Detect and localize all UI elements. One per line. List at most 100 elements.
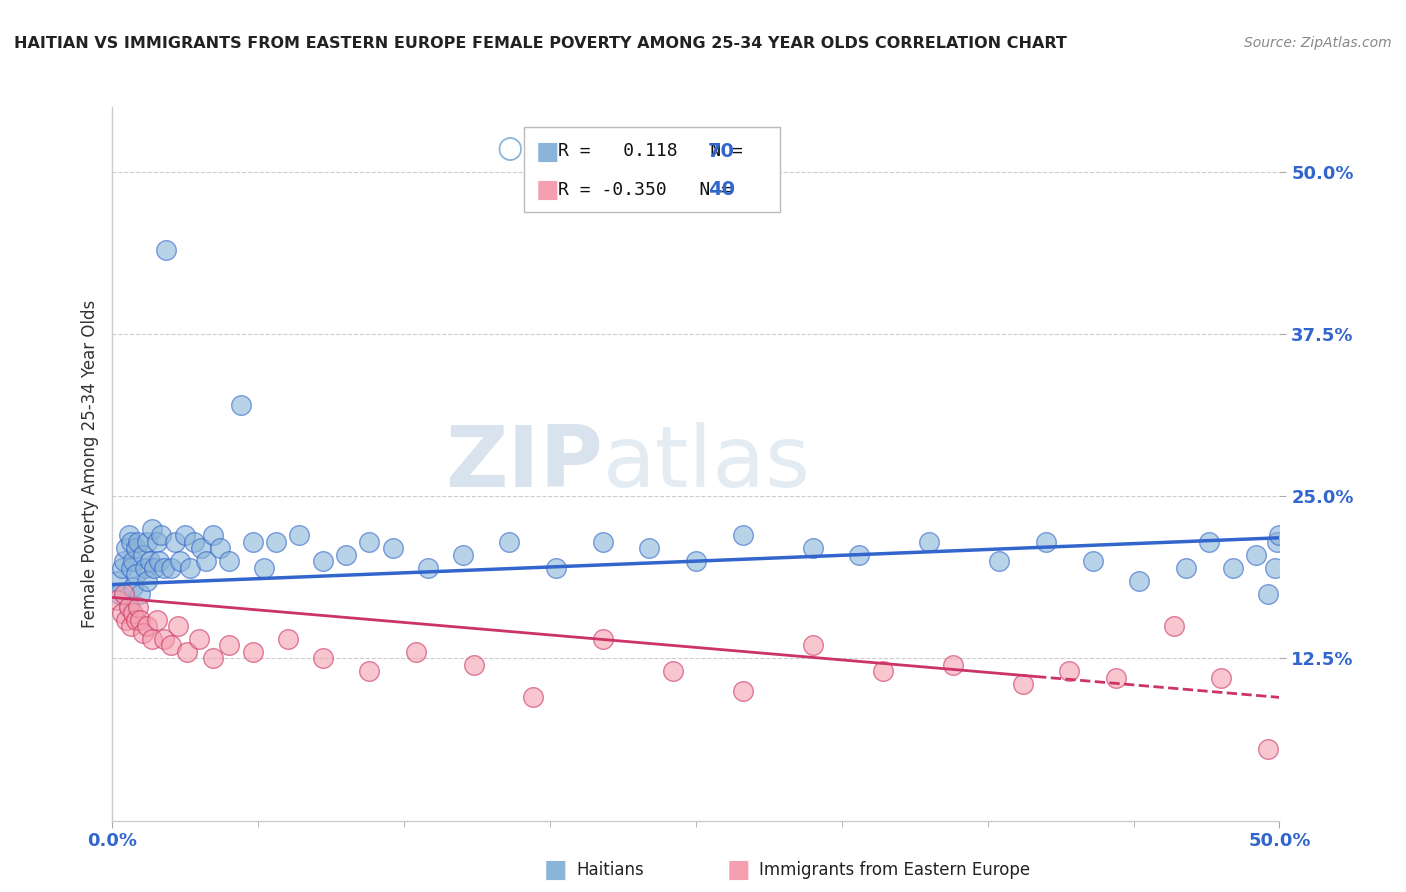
Point: [201, 528, 224, 542]
Point: [176, 645, 198, 659]
Point: [153, 560, 176, 574]
Text: Immigrants from Eastern Europe: Immigrants from Eastern Europe: [759, 861, 1031, 879]
Point: [451, 548, 474, 562]
Point: [141, 632, 163, 646]
Point: [1198, 534, 1220, 549]
Point: [1268, 528, 1291, 542]
Point: [111, 560, 134, 574]
Point: [1035, 534, 1057, 549]
Point: [731, 528, 754, 542]
Point: [242, 534, 264, 549]
Point: [801, 639, 824, 653]
Point: [132, 625, 155, 640]
Point: [115, 613, 138, 627]
Point: [120, 619, 142, 633]
Point: [120, 560, 142, 574]
Point: [218, 554, 240, 568]
Y-axis label: Female Poverty Among 25-34 Year Olds: Female Poverty Among 25-34 Year Olds: [80, 300, 98, 628]
Point: [136, 574, 159, 588]
Text: 40: 40: [707, 180, 735, 200]
Point: [122, 606, 145, 620]
Point: [801, 541, 824, 556]
Text: R = -0.350   N =: R = -0.350 N =: [558, 181, 744, 199]
Point: [335, 548, 357, 562]
Point: [150, 528, 173, 542]
Point: [1081, 554, 1104, 568]
Point: [169, 554, 191, 568]
Point: [134, 560, 156, 574]
Point: [160, 560, 183, 574]
Point: [122, 554, 145, 568]
Point: [359, 665, 381, 679]
Point: [592, 632, 614, 646]
Text: ■: ■: [536, 178, 560, 202]
Point: [463, 657, 485, 672]
Point: [120, 534, 142, 549]
Point: [118, 599, 141, 614]
Point: [127, 534, 149, 549]
Point: [1257, 742, 1279, 756]
Point: [661, 665, 683, 679]
Point: [108, 586, 131, 600]
Point: [129, 613, 152, 627]
Point: [1059, 665, 1081, 679]
Point: [498, 534, 520, 549]
Point: [592, 534, 614, 549]
Point: [183, 534, 205, 549]
Point: [129, 586, 152, 600]
Point: [136, 534, 159, 549]
Point: [848, 548, 870, 562]
Point: [143, 560, 166, 574]
Point: [544, 560, 567, 574]
Text: Haitians: Haitians: [576, 861, 644, 879]
Point: [416, 560, 439, 574]
Point: [125, 567, 148, 582]
Text: Source: ZipAtlas.com: Source: ZipAtlas.com: [1244, 36, 1392, 50]
Point: [872, 665, 894, 679]
Point: [264, 534, 287, 549]
Point: [141, 522, 163, 536]
Point: [311, 554, 333, 568]
Point: [112, 586, 135, 600]
Point: [1244, 548, 1267, 562]
Point: [942, 657, 965, 672]
Point: [1257, 586, 1279, 600]
Point: [105, 574, 128, 588]
Point: [311, 651, 333, 665]
Point: [1209, 671, 1232, 685]
Point: [522, 690, 544, 705]
Point: [190, 541, 212, 556]
Point: [685, 554, 707, 568]
Point: [1264, 560, 1286, 574]
Point: [1222, 560, 1244, 574]
Point: [148, 554, 170, 568]
Text: ■: ■: [536, 139, 560, 163]
Point: [187, 632, 209, 646]
Text: ○: ○: [496, 135, 523, 163]
Point: [1175, 560, 1198, 574]
Point: [118, 599, 141, 614]
Point: [1128, 574, 1150, 588]
Point: [132, 548, 155, 562]
Point: [165, 534, 187, 549]
Point: [136, 619, 159, 633]
Point: [1011, 677, 1033, 691]
Point: [118, 528, 141, 542]
Point: [242, 645, 264, 659]
Point: [146, 534, 169, 549]
Point: [218, 639, 240, 653]
Point: [1163, 619, 1185, 633]
Text: HAITIAN VS IMMIGRANTS FROM EASTERN EUROPE FEMALE POVERTY AMONG 25-34 YEAR OLDS C: HAITIAN VS IMMIGRANTS FROM EASTERN EUROP…: [14, 36, 1067, 51]
Point: [160, 639, 183, 653]
Point: [139, 554, 162, 568]
Text: ■: ■: [727, 858, 749, 881]
Point: [146, 613, 169, 627]
Point: [125, 613, 148, 627]
Point: [1105, 671, 1128, 685]
Point: [173, 528, 195, 542]
Point: [166, 619, 188, 633]
Point: [201, 651, 224, 665]
Point: [208, 541, 231, 556]
Text: R =   0.118   N =: R = 0.118 N =: [558, 143, 754, 161]
Point: [276, 632, 298, 646]
